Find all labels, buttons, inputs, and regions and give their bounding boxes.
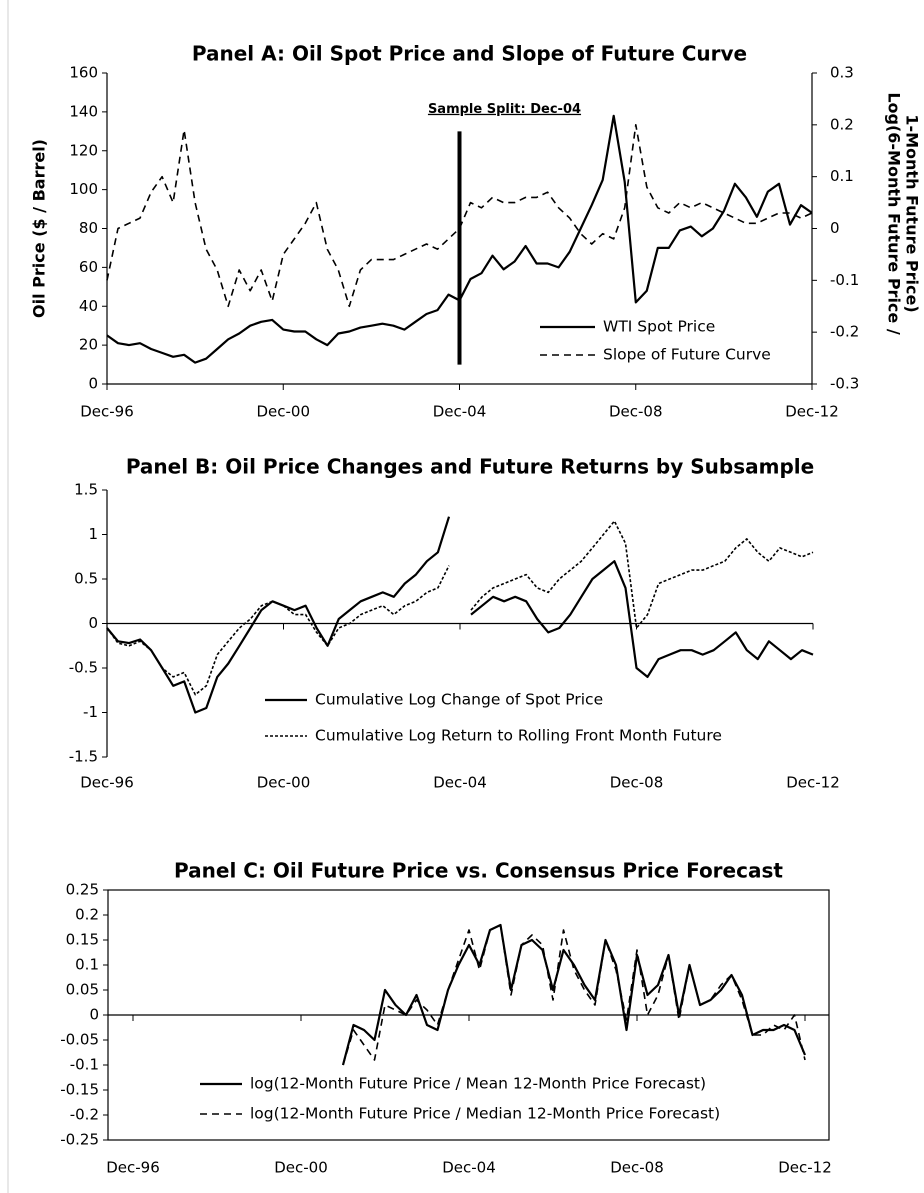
legend-label: Cumulative Log Return to Rolling Front M…: [315, 727, 722, 745]
x-tick-label: Dec-12: [785, 403, 839, 421]
y-axis-title: Oil Price ($ / Barrel): [30, 139, 49, 318]
y-tick-label: 20: [79, 336, 98, 354]
legend-label: log(12-Month Future Price / Mean 12-Mont…: [250, 1075, 706, 1093]
y-tick-label: -1.5: [69, 748, 98, 766]
x-tick-label: Dec-12: [778, 1159, 832, 1177]
x-tick-label: Dec-96: [80, 403, 134, 421]
y-tick-label: 0: [88, 614, 98, 632]
x-tick-label: Dec-04: [433, 403, 487, 421]
y-tick-label: -1: [83, 703, 98, 721]
y2-tick-label: -0.1: [830, 271, 859, 289]
y-tick-label: 0.25: [66, 881, 99, 899]
y-tick-label: -0.25: [60, 1131, 99, 1149]
y-tick-label: 60: [79, 258, 98, 276]
x-tick-label: Dec-00: [274, 1159, 328, 1177]
y2-tick-label: 0.3: [830, 64, 854, 82]
x-tick-label: Dec-04: [433, 774, 487, 792]
y-tick-label: -0.5: [69, 659, 98, 677]
legend-label: log(12-Month Future Price / Median 12-Mo…: [250, 1105, 720, 1123]
y-tick-label: 140: [69, 102, 98, 120]
legend-label: Slope of Future Curve: [603, 346, 771, 364]
y-tick-label: 0.2: [75, 906, 99, 924]
x-tick-label: Dec-96: [106, 1159, 160, 1177]
x-tick-label: Dec-08: [610, 1159, 664, 1177]
y-tick-label: 120: [69, 141, 98, 159]
y2-tick-label: 0.1: [830, 167, 854, 185]
split-label: Sample Split: Dec-04: [428, 102, 581, 117]
y-tick-label: 0.5: [74, 570, 98, 588]
x-tick-label: Dec-00: [257, 774, 311, 792]
y-tick-label: 0: [88, 375, 98, 393]
y-tick-label: 80: [79, 219, 98, 237]
x-tick-label: Dec-00: [256, 403, 310, 421]
series-line: [342, 924, 806, 1066]
y-tick-label: -0.05: [60, 1031, 99, 1049]
legend-label: Cumulative Log Change of Spot Price: [315, 691, 603, 709]
y2-tick-label: 0: [830, 219, 840, 237]
y-tick-label: 1.5: [74, 481, 98, 499]
chart-title: Panel C: Oil Future Price vs. Consensus …: [174, 859, 783, 883]
y2-tick-label: -0.3: [830, 375, 859, 393]
y-tick-label: -0.15: [60, 1081, 99, 1099]
series-line: [106, 124, 813, 308]
y-tick-label: 0: [89, 1006, 99, 1024]
y-tick-label: 0.15: [66, 931, 99, 949]
y-tick-label: 1: [88, 525, 98, 543]
chart-title: Panel A: Oil Spot Price and Slope of Fut…: [192, 42, 747, 66]
series-line: [106, 520, 814, 696]
series-line: [106, 516, 814, 714]
y2-tick-label: 0.2: [830, 115, 854, 133]
y2-axis-title: 1-Month Future Price): [903, 114, 922, 312]
series-line: [341, 923, 807, 1066]
y-tick-label: 160: [69, 64, 98, 82]
x-tick-label: Dec-08: [609, 403, 663, 421]
y2-axis-title: Log(6-Month Future Price /: [885, 92, 904, 335]
y-tick-label: -0.2: [70, 1106, 99, 1124]
chart-title: Panel B: Oil Price Changes and Future Re…: [126, 455, 814, 479]
y2-tick-label: -0.2: [830, 323, 859, 341]
y-tick-label: 0.05: [66, 981, 99, 999]
x-tick-label: Dec-08: [610, 774, 664, 792]
y-tick-label: 0.1: [75, 956, 99, 974]
y-tick-label: 100: [69, 180, 98, 198]
x-tick-label: Dec-96: [80, 774, 134, 792]
y-tick-label: 40: [79, 297, 98, 315]
x-tick-label: Dec-04: [442, 1159, 496, 1177]
y-tick-label: -0.1: [70, 1056, 99, 1074]
x-tick-label: Dec-12: [786, 774, 840, 792]
legend-label: WTI Spot Price: [603, 318, 715, 336]
